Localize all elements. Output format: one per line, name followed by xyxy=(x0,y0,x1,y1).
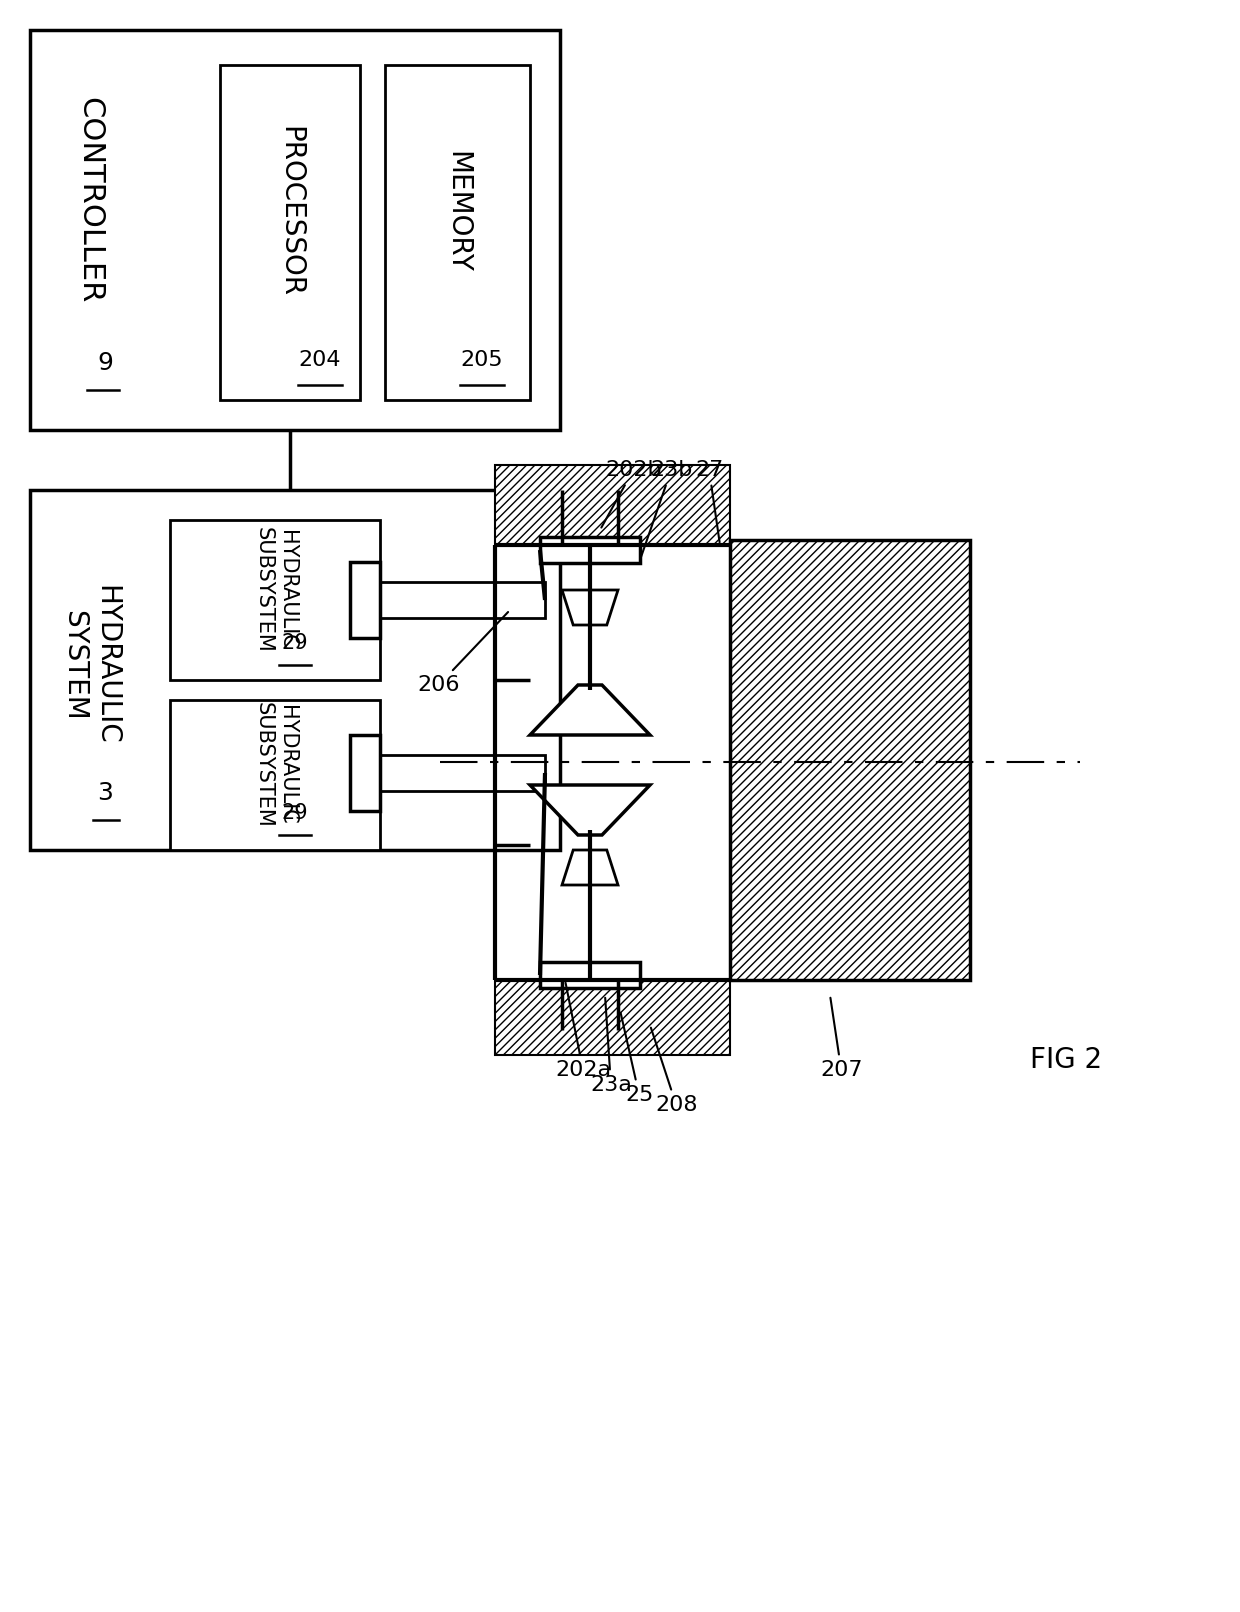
Text: 9: 9 xyxy=(97,351,113,376)
Text: 204: 204 xyxy=(299,350,341,371)
Bar xyxy=(170,700,379,850)
Text: MEMORY: MEMORY xyxy=(443,152,471,272)
Polygon shape xyxy=(562,590,618,625)
Text: 3: 3 xyxy=(97,780,113,804)
Bar xyxy=(539,962,640,988)
Bar xyxy=(495,980,730,1054)
Text: HYDRAULIC
SYSTEM: HYDRAULIC SYSTEM xyxy=(60,585,120,745)
Text: 29: 29 xyxy=(281,803,309,824)
Bar xyxy=(539,537,640,563)
Bar xyxy=(379,754,546,791)
Bar xyxy=(170,521,379,680)
Bar xyxy=(30,490,560,850)
Text: FIG 2: FIG 2 xyxy=(1030,1046,1102,1074)
Bar xyxy=(350,563,379,638)
Bar xyxy=(495,464,730,545)
Text: HYDRAULIC
SUBSYSTEM: HYDRAULIC SUBSYSTEM xyxy=(253,703,296,829)
Text: 205: 205 xyxy=(461,350,503,371)
Bar xyxy=(219,64,360,400)
Bar xyxy=(350,735,379,811)
Polygon shape xyxy=(562,850,618,885)
Bar xyxy=(730,540,970,980)
Text: 29: 29 xyxy=(281,634,309,653)
Bar xyxy=(384,64,529,400)
Text: 206: 206 xyxy=(418,613,508,695)
Text: 202b: 202b xyxy=(601,459,662,527)
Text: 208: 208 xyxy=(651,1027,697,1116)
Text: 23b: 23b xyxy=(641,459,692,558)
Bar xyxy=(379,582,546,617)
Text: 27: 27 xyxy=(694,459,723,542)
Polygon shape xyxy=(529,785,650,835)
Text: 207: 207 xyxy=(820,998,863,1080)
Polygon shape xyxy=(529,685,650,735)
Text: 23a: 23a xyxy=(590,998,632,1095)
Text: 202a: 202a xyxy=(556,983,611,1080)
Text: HYDRAULIC
SUBSYSTEM: HYDRAULIC SUBSYSTEM xyxy=(253,527,296,653)
Text: CONTROLLER: CONTROLLER xyxy=(76,97,104,303)
Text: 25: 25 xyxy=(620,1012,653,1104)
Bar xyxy=(30,31,560,430)
Text: PROCESSOR: PROCESSOR xyxy=(277,126,304,298)
